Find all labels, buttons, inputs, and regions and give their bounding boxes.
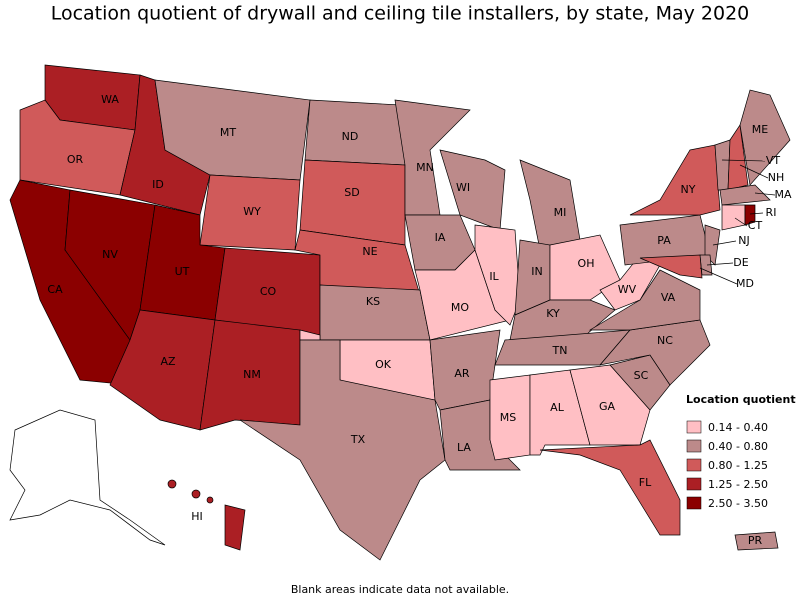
leader-line — [699, 267, 738, 285]
state-ms — [489, 374, 531, 461]
state-label: AL — [550, 401, 565, 414]
state-hi — [224, 504, 246, 551]
state-label: MI — [554, 206, 567, 219]
state-label: NC — [657, 334, 673, 347]
legend-label: 0.40 - 0.80 — [708, 440, 768, 453]
state-md — [639, 254, 703, 279]
state-label: MO — [451, 301, 469, 314]
state-label: NM — [243, 368, 261, 381]
state-me — [739, 89, 791, 186]
state-label: LA — [457, 441, 471, 454]
legend-label: 0.14 - 0.40 — [708, 421, 768, 434]
state-il — [474, 224, 521, 326]
state-label: MA — [774, 188, 791, 201]
state-label: UT — [175, 265, 190, 278]
leader-line — [706, 262, 734, 266]
state-tx — [239, 339, 446, 561]
state-ma — [719, 184, 771, 206]
state-label: IN — [531, 265, 542, 278]
state-label: HI — [191, 510, 203, 523]
state-label: SC — [634, 369, 649, 382]
leader-line — [734, 217, 748, 227]
footnote: Blank areas indicate data not available. — [291, 583, 509, 596]
state-ga — [569, 364, 651, 446]
state-label: MT — [220, 126, 236, 139]
state-label: MN — [416, 161, 434, 174]
state-label: KS — [366, 295, 380, 308]
state-label: WI — [456, 181, 470, 194]
state-mi — [519, 159, 581, 251]
leader-line — [739, 164, 769, 179]
alaska-outline — [9, 409, 166, 546]
state-label: NY — [681, 183, 696, 196]
state-label: TX — [350, 433, 366, 446]
state-label: WV — [618, 283, 637, 296]
state-label: RI — [766, 206, 777, 219]
state-label: IL — [489, 270, 499, 283]
state-label: WY — [243, 205, 261, 218]
state-ct — [721, 204, 746, 231]
state-labels: WA OR CA NV ID MT WY UT AZ CO NM ND SD NE KS OK TX MN IA MO… — [47, 93, 792, 547]
state-label: PR — [748, 534, 763, 547]
state-label: WA — [101, 93, 119, 106]
state-ri — [744, 204, 756, 226]
state-label: VT — [766, 154, 781, 167]
state-label: NE — [362, 245, 377, 258]
state-label: OH — [578, 257, 595, 270]
state-label: PA — [657, 234, 671, 247]
legend-swatch — [686, 477, 702, 491]
island — [191, 489, 201, 499]
state-ny — [629, 144, 721, 216]
leader-line — [754, 192, 776, 196]
state-label: NH — [768, 171, 785, 184]
leader-line — [721, 159, 766, 162]
legend-swatch — [686, 420, 702, 434]
legend-swatch — [686, 458, 702, 472]
legend-label: 1.25 - 2.50 — [708, 478, 768, 491]
state-pr — [734, 531, 779, 551]
state-label: NV — [102, 248, 118, 261]
map-title: Location quotient of drywall and ceiling… — [51, 3, 750, 25]
state-ks — [319, 284, 431, 341]
state-label: ND — [342, 130, 359, 143]
legend-swatch — [686, 439, 702, 453]
state-label: OK — [375, 358, 392, 371]
island — [167, 479, 177, 489]
state-label: ME — [752, 123, 768, 136]
legend-label: 2.50 - 3.50 — [708, 497, 768, 510]
leader-line — [712, 240, 737, 246]
state-label: ID — [152, 178, 164, 191]
legend-label: 0.80 - 1.25 — [708, 459, 768, 472]
state-label: MS — [500, 411, 516, 424]
state-label: KY — [546, 307, 560, 320]
state-label: AZ — [160, 355, 176, 368]
state-label: CA — [47, 283, 63, 296]
state-label: DE — [733, 256, 748, 269]
state-label: FL — [639, 476, 652, 489]
state-label: NJ — [738, 234, 749, 247]
state-label: SD — [344, 186, 359, 199]
state-label: AR — [454, 367, 470, 380]
legend-title: Location quotient — [686, 393, 796, 406]
state-label: VA — [661, 291, 676, 304]
state-wi — [439, 149, 506, 231]
state-label: MD — [736, 277, 754, 290]
legend-swatch — [686, 496, 702, 510]
state-nh — [727, 124, 749, 191]
state-vt — [714, 139, 731, 191]
state-label: GA — [599, 400, 616, 413]
state-label: IA — [435, 231, 446, 244]
state-label: OR — [67, 153, 84, 166]
states — [9, 64, 791, 561]
state-label: TN — [552, 344, 568, 357]
state-fl — [539, 439, 681, 536]
state-label: CT — [748, 219, 763, 232]
legend: 0.14 - 0.40 0.40 - 0.80 0.80 - 1.25 1.25 - … — [686, 420, 768, 510]
island — [206, 496, 214, 504]
state-label: CO — [260, 285, 277, 298]
leader-line — [749, 212, 764, 215]
